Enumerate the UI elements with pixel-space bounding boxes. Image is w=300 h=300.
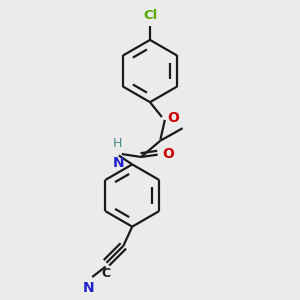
Text: O: O <box>167 112 179 125</box>
Text: H: H <box>113 137 122 151</box>
Text: Cl: Cl <box>143 9 157 22</box>
Text: N: N <box>82 281 94 295</box>
Text: O: O <box>163 147 175 161</box>
Text: C: C <box>101 267 110 280</box>
Text: N: N <box>113 155 125 170</box>
